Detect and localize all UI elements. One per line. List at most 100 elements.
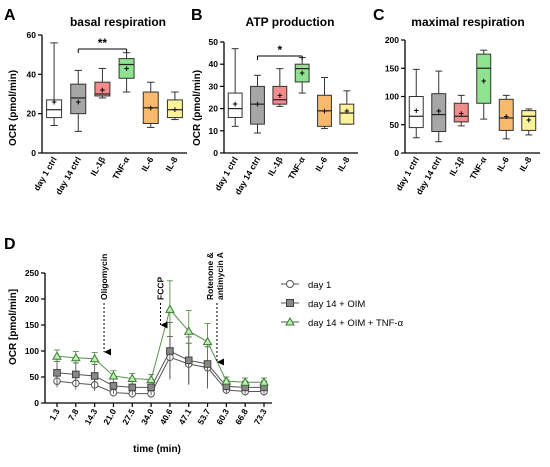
box-6: + [521, 108, 537, 136]
legend-label-day-14-oim: day 14 + OIM [308, 299, 365, 310]
x-tick-label: IL-6 [313, 155, 329, 173]
y-tick-label: 150 [25, 320, 39, 330]
y-tick-label: 50 [209, 37, 219, 47]
panel-a-y-axis-label: OCR (pmol/min) [8, 70, 19, 146]
y-tick-label: 0 [31, 148, 36, 158]
x-tick-label: IL-1β [447, 155, 466, 178]
x-tick-label: TNF-α [286, 154, 307, 181]
annotation-label: FCCP [156, 277, 166, 300]
box-mean-marker: + [414, 106, 419, 116]
x-tick-label: TNF-α [468, 154, 489, 181]
significance-bracket: * [257, 43, 303, 60]
panel-d-x-axis-label: time (min) [133, 444, 181, 455]
box-body [339, 103, 355, 125]
panel-letter-d: D [4, 236, 16, 253]
x-tick-label: IL-8 [517, 155, 533, 173]
data-point [146, 374, 156, 384]
box-mean-marker: + [277, 90, 282, 100]
data-point [240, 377, 251, 386]
legend-marker-triangle [285, 316, 295, 326]
y-tick-label: 20 [209, 104, 219, 114]
y-tick-label: 200 [385, 35, 399, 45]
data-point [221, 376, 232, 385]
box-3: + [272, 68, 288, 107]
x-tick-label: IL-1β [266, 155, 285, 178]
series-line [56, 308, 264, 383]
x-tick-label: 34.0 [139, 407, 156, 427]
x-tick-label: IL-6 [139, 155, 155, 173]
box-5: + [142, 81, 159, 128]
y-tick-label: 250 [25, 268, 39, 278]
x-tick-label: 27.5 [120, 407, 137, 427]
box-body [453, 102, 469, 123]
y-tick-label: 0 [34, 398, 39, 408]
box-6: + [166, 91, 183, 121]
box-body [408, 96, 424, 129]
box-mean-marker: + [76, 97, 81, 107]
y-tick-label: 50 [30, 372, 40, 382]
series-2 [53, 321, 268, 396]
x-tick-label: IL-1β [88, 155, 107, 178]
y-tick-label: 40 [27, 69, 37, 79]
box-mean-marker: + [344, 106, 349, 116]
box-mean-marker: + [322, 106, 327, 116]
box-mean-marker: + [124, 63, 129, 73]
data-point [109, 382, 118, 390]
box-2: + [431, 70, 447, 143]
box-mean-marker: + [504, 111, 509, 121]
y-tick-label: 60 [27, 30, 37, 40]
panel-a: A basal respiration OCR (pmol/min) 0 20 40… [4, 7, 187, 196]
data-point [128, 383, 137, 392]
legend-marker-circle [286, 280, 294, 288]
legend-label-day-1: day 1 [308, 280, 331, 291]
box-mean-marker: + [233, 99, 238, 109]
box-mean-marker: + [148, 103, 153, 113]
box-1: + [408, 68, 424, 139]
box-2: + [70, 69, 87, 132]
box-body [70, 83, 87, 115]
y-tick-label: 100 [25, 346, 39, 356]
legend-item-day-1: day 1 [281, 280, 331, 291]
data-point [89, 353, 100, 363]
box-body [476, 53, 492, 104]
box-body [94, 81, 111, 97]
box-6: + [339, 90, 355, 125]
box-3: + [94, 67, 111, 99]
legend: day 1 day 14 + OIM day 14 + OIM + TNF-α [281, 280, 404, 329]
annotation-1: Oligomycin [99, 254, 112, 356]
data-point [52, 351, 62, 360]
box-body [431, 93, 447, 133]
y-tick-label: 40 [209, 59, 219, 69]
annotation-label: Rotenone &antimycin A [205, 252, 225, 300]
y-tick-label: 150 [385, 63, 399, 73]
data-point [72, 370, 80, 379]
panel-d-y-axis-label: OCR [pmol/min] [8, 289, 19, 365]
box-mean-marker: + [526, 115, 531, 125]
y-tick-label: 0 [394, 148, 399, 158]
series-3 [52, 280, 269, 387]
x-tick-label: 60.3 [214, 407, 231, 427]
y-tick-label: 0 [213, 148, 218, 158]
box-mean-marker: + [100, 85, 105, 95]
x-tick-label: 14.3 [82, 407, 99, 427]
x-tick-label: IL-8 [163, 155, 179, 173]
legend-marker-square [286, 299, 294, 307]
panel-d: D OCR [pmol/min] time (min) day 1 day 14… [4, 236, 404, 455]
panel-letter-b: B [191, 7, 203, 24]
x-tick-label: day 1 ctrl [31, 155, 58, 192]
box-3: + [453, 94, 469, 127]
box-mean-marker: + [459, 108, 464, 118]
y-tick-label: 10 [209, 126, 219, 136]
data-point [166, 347, 174, 355]
x-tick-label: TNF-α [110, 154, 131, 181]
panel-letter-a: A [4, 7, 16, 24]
y-tick-label: 200 [25, 294, 39, 304]
y-tick-label: 50 [390, 120, 400, 130]
box-body [46, 99, 63, 119]
data-point [147, 383, 155, 392]
annotation-3: Rotenone &antimycin A [205, 252, 225, 366]
data-point [203, 360, 212, 368]
data-point [259, 377, 269, 386]
box-mean-marker: + [255, 99, 260, 109]
